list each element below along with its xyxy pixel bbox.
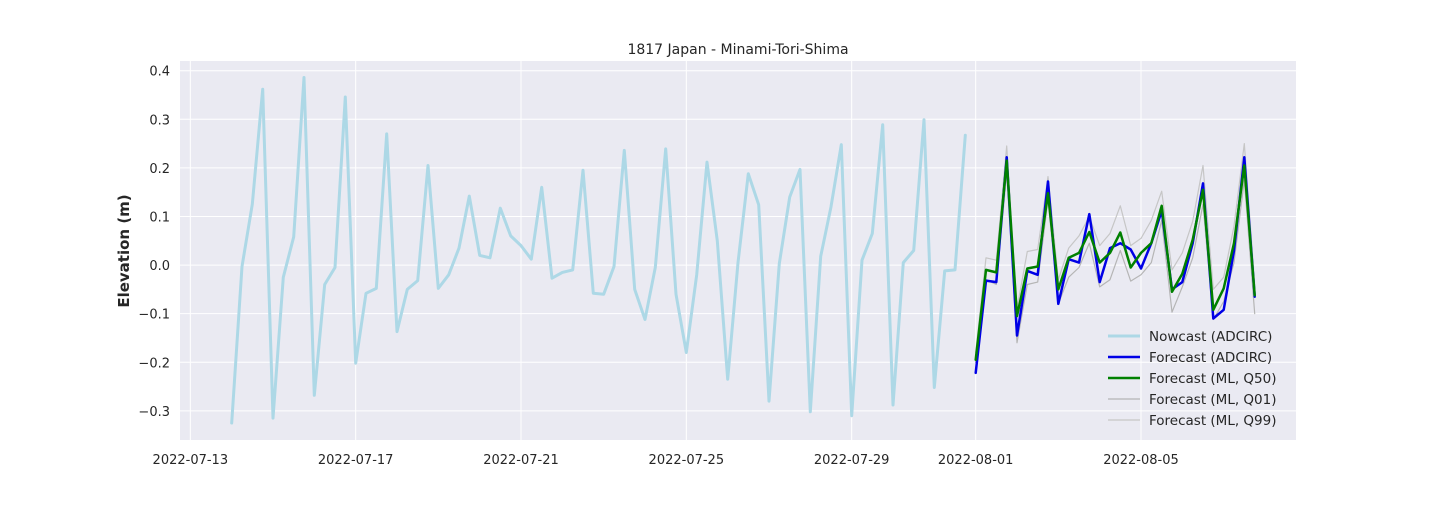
y-tick-label: 0.3	[149, 113, 170, 128]
y-tick-label: −0.1	[138, 308, 170, 323]
series-line-nowcast-adcirc	[230, 76, 967, 425]
legend-label: Nowcast (ADCIRC)	[1149, 329, 1272, 345]
series-group	[230, 76, 1256, 425]
x-tick-label: 2022-08-05	[1103, 453, 1179, 468]
y-tick-label: −0.3	[138, 405, 170, 420]
x-tick-label: 2022-07-13	[153, 453, 229, 468]
y-axis-ticks: −0.3 −0.2 −0.1 0.0 0.1 0.2 0.3 0.4	[138, 65, 170, 420]
y-tick-label: −0.2	[138, 356, 170, 371]
series-line-forecast-ml-q50	[974, 159, 1256, 362]
x-tick-label: 2022-07-29	[814, 453, 890, 468]
x-tick-label: 2022-07-17	[318, 453, 394, 468]
x-tick-label: 2022-07-25	[649, 453, 725, 468]
legend: Nowcast (ADCIRC) Forecast (ADCIRC) Forecas…	[1108, 329, 1277, 429]
y-axis-label: Elevation (m)	[115, 194, 133, 307]
legend-label: Forecast (ML, Q01)	[1149, 392, 1277, 408]
y-tick-label: 0.0	[149, 259, 170, 274]
y-tick-label: 0.4	[149, 65, 170, 80]
y-tick-label: 0.2	[149, 162, 170, 177]
legend-label: Forecast (ML, Q99)	[1149, 413, 1277, 429]
x-tick-label: 2022-07-21	[483, 453, 559, 468]
chart-title: 1817 Japan - Minami-Tori-Shima	[627, 42, 848, 58]
series-line-forecast-ml-q99	[975, 143, 1256, 354]
x-tick-label: 2022-08-01	[938, 453, 1014, 468]
y-tick-label: 0.1	[149, 210, 170, 225]
legend-label: Forecast (ADCIRC)	[1149, 350, 1272, 366]
x-axis-ticks: 2022-07-13 2022-07-17 2022-07-21 2022-07-25…	[153, 453, 1179, 468]
legend-label: Forecast (ML, Q50)	[1149, 371, 1277, 387]
